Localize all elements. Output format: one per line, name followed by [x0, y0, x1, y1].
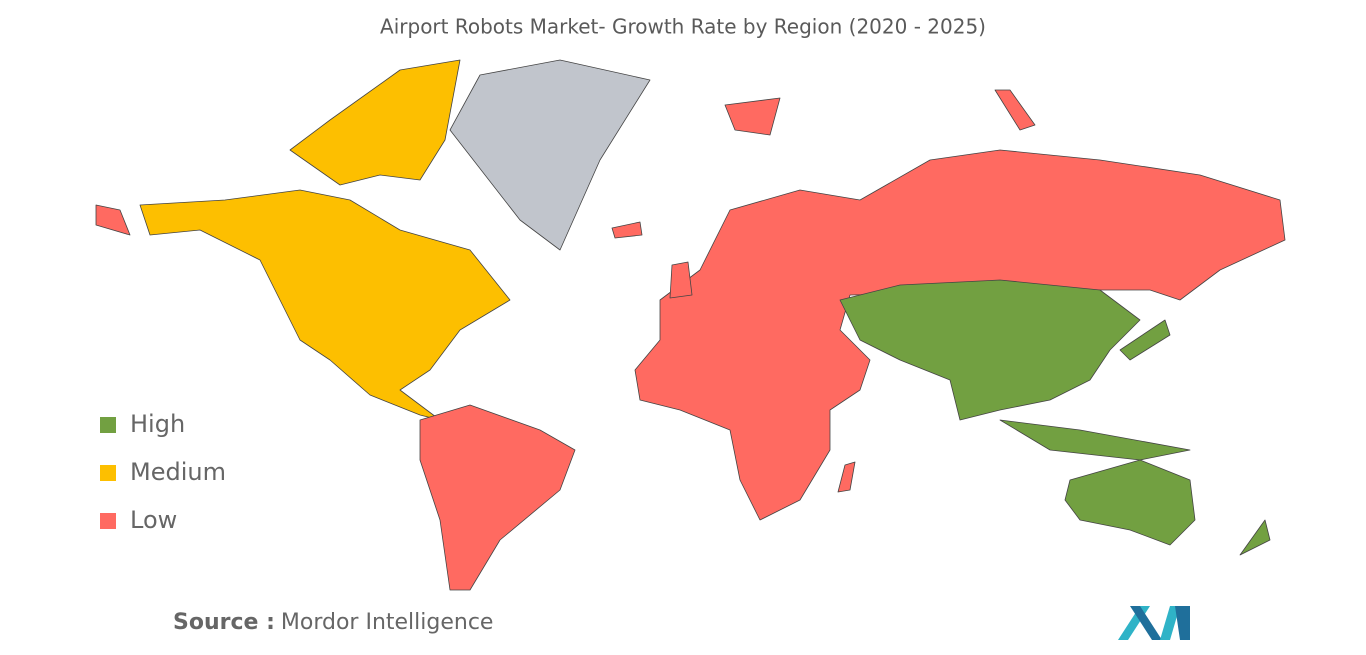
source-label: Source : [173, 610, 275, 635]
novaya-zemlya [994, 89, 1036, 131]
madagascar [837, 461, 856, 493]
japan [1119, 319, 1171, 361]
arctic-islands [289, 59, 461, 186]
legend-swatch [100, 513, 116, 529]
title: Airport Robots Market- Growth Rate by Re… [380, 15, 986, 39]
legend-label: Low [130, 506, 177, 534]
south-america [419, 404, 576, 591]
north-america [139, 189, 511, 421]
greenland [449, 59, 651, 251]
map [95, 59, 1286, 591]
svalbard [724, 97, 781, 136]
source: Source : Mordor Intelligence [173, 610, 493, 635]
legend-swatch [100, 417, 116, 433]
indonesia [999, 419, 1191, 461]
iceland [611, 221, 643, 239]
legend-swatch [100, 465, 116, 481]
australia [1064, 459, 1196, 546]
source-text: Mordor Intelligence [281, 610, 494, 635]
uk [669, 261, 693, 299]
asia [839, 279, 1141, 421]
alaska-west [95, 204, 131, 236]
new-zealand [1239, 519, 1271, 556]
legend: High Medium Low [100, 410, 226, 534]
legend-label: High [130, 410, 185, 438]
logo [1118, 606, 1190, 640]
legend-label: Medium [130, 458, 226, 486]
